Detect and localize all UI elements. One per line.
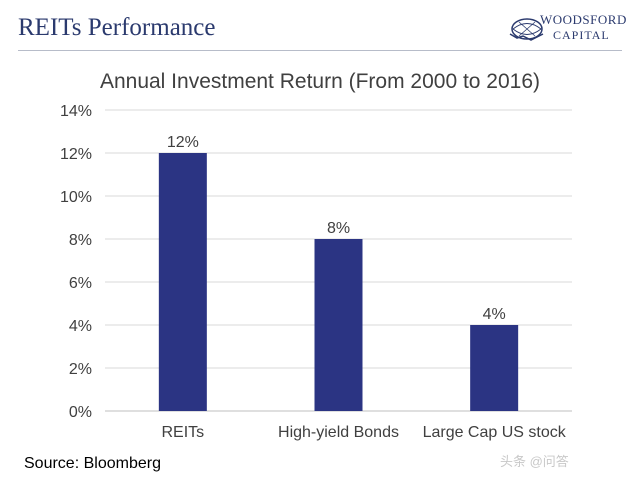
y-tick-label: 8%: [69, 232, 92, 249]
data-label: 12%: [167, 134, 199, 151]
logo-text-woodsford: WOODSFORD: [540, 12, 627, 27]
y-tick-label: 10%: [60, 189, 92, 206]
slide-title: REITs Performance: [18, 14, 216, 41]
woodsford-logo: [509, 18, 544, 41]
x-tick-label: Large Cap US stock: [423, 424, 567, 441]
y-tick-label: 0%: [69, 404, 92, 421]
x-tick-label: REITs: [161, 424, 204, 441]
x-tick-label: High-yield Bonds: [278, 424, 399, 441]
bar: [470, 325, 519, 411]
y-axis-ticks: 0% 2% 4% 6% 8% 10% 12% 14%: [60, 103, 92, 421]
chart-title: Annual Investment Return (From 2000 to 2…: [99, 70, 541, 93]
y-tick-label: 14%: [60, 103, 92, 120]
bars: [158, 153, 519, 411]
y-tick-label: 6%: [69, 275, 92, 292]
data-labels: 12% 8% 4%: [167, 134, 506, 323]
source-note: Source: Bloomberg: [24, 455, 161, 472]
y-tick-label: 2%: [69, 361, 92, 378]
bar: [158, 153, 207, 411]
watermark: 头条 @问答: [500, 454, 569, 469]
y-tick-label: 12%: [60, 146, 92, 163]
globe-icon: [509, 18, 544, 41]
title-divider: [18, 50, 622, 51]
data-label: 4%: [483, 306, 506, 323]
x-axis-ticks: REITs High-yield Bonds Large Cap US stock: [161, 424, 566, 441]
bar: [314, 239, 363, 411]
logo-text-capital: CAPITAL: [553, 28, 610, 42]
y-tick-label: 4%: [69, 318, 92, 335]
data-label: 8%: [327, 220, 350, 237]
